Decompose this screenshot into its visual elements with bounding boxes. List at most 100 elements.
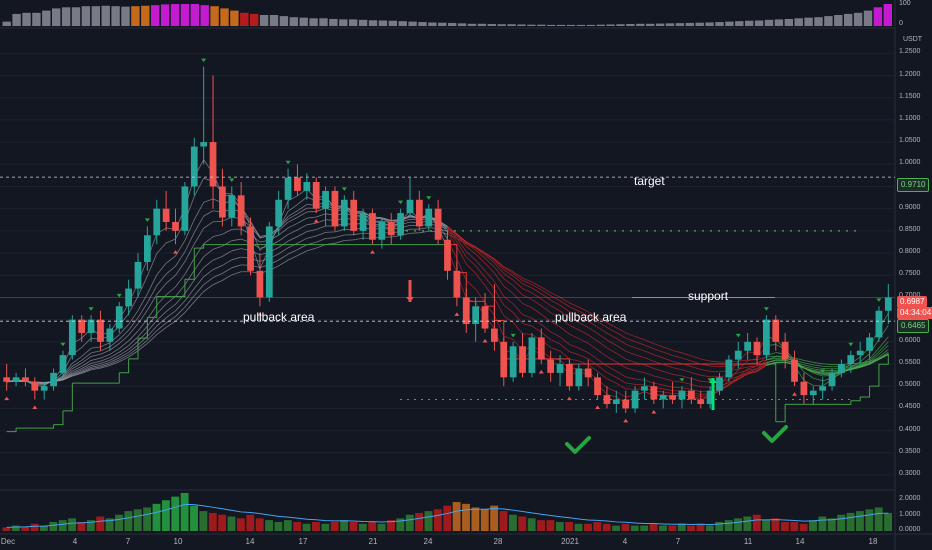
ma-ribbon-segment <box>287 213 298 220</box>
ma-ribbon-segment <box>119 354 129 361</box>
buy-setup-marker <box>173 250 179 254</box>
trailing-stop-line <box>109 372 120 384</box>
top-indicator-bar <box>279 16 289 26</box>
sell-setup-marker <box>341 187 347 191</box>
ma-ribbon-segment <box>756 356 767 361</box>
top-indicator-bar <box>230 10 239 26</box>
ma-ribbon-segment <box>118 334 129 344</box>
ma-ribbon-segment <box>212 273 223 279</box>
buy-setup-marker <box>369 250 375 254</box>
top-indicator-bar <box>715 22 724 26</box>
ma-ribbon-segment <box>813 377 823 382</box>
ma-ribbon-segment <box>62 366 73 378</box>
candle-body <box>847 355 855 365</box>
ma-ribbon-segment <box>531 307 542 315</box>
trailing-stop-line <box>62 383 73 412</box>
top-indicator-bar <box>32 12 41 26</box>
ma-ribbon-segment <box>137 293 148 311</box>
ma-ribbon-segment <box>91 360 101 364</box>
candle-body <box>828 372 836 387</box>
ma-ribbon-segment <box>597 349 608 357</box>
ma-ribbon-segment <box>156 242 167 254</box>
ma-ribbon-segment <box>606 322 617 328</box>
volume-bar <box>377 523 386 531</box>
sell-setup-marker <box>679 378 685 382</box>
trailing-stop-line <box>147 296 158 318</box>
ma-ribbon-segment <box>756 363 767 370</box>
ma-ribbon-segment <box>62 375 73 381</box>
support-label: support <box>688 289 729 303</box>
volume-bar <box>424 511 433 531</box>
ma-ribbon-segment <box>306 235 317 239</box>
candle-body <box>631 390 639 409</box>
volume-bar <box>255 518 264 531</box>
volume-bar <box>518 516 527 531</box>
ma-ribbon-segment <box>62 370 73 379</box>
volume-bar <box>780 521 789 531</box>
ma-ribbon-segment <box>297 217 308 224</box>
target-label: target <box>634 174 665 188</box>
volume-bar <box>696 523 705 531</box>
ma-ribbon-segment <box>484 285 495 299</box>
volume-bar <box>21 526 30 531</box>
ma-ribbon-segment <box>231 256 242 261</box>
ma-ribbon-segment <box>512 322 523 334</box>
ma-ribbon-segment <box>81 363 92 369</box>
volume-bar <box>771 518 780 531</box>
ma-ribbon-segment <box>278 221 289 231</box>
ma-ribbon-segment <box>344 239 354 241</box>
ma-ribbon-segment <box>297 196 308 205</box>
ma-ribbon-segment <box>587 311 598 318</box>
top-indicator-bar <box>388 20 397 26</box>
ma-ribbon-segment <box>813 364 823 367</box>
trailing-stop-line <box>53 410 64 426</box>
candle-body <box>331 190 339 227</box>
ma-ribbon-segment <box>287 204 298 212</box>
sell-setup-marker <box>285 160 291 165</box>
top-indicator-bar <box>398 21 407 26</box>
ma-ribbon-segment <box>156 273 167 286</box>
ma-ribbon-segment <box>587 343 598 351</box>
ma-ribbon-segment <box>222 259 232 266</box>
candle-body <box>791 359 798 382</box>
ma-ribbon-segment <box>531 281 542 288</box>
ma-ribbon-segment <box>91 367 101 371</box>
y-tick-label: 1.0500 <box>899 137 921 145</box>
ma-ribbon-segment <box>616 345 626 352</box>
ma-ribbon-segment <box>137 275 148 297</box>
ma-ribbon-segment <box>550 339 561 345</box>
top-indicator-bar <box>774 19 784 26</box>
ma-ribbon-segment <box>700 374 711 378</box>
ma-ribbon-segment <box>606 332 617 339</box>
ma-ribbon-segment <box>212 245 223 250</box>
ma-ribbon-segment <box>803 366 814 370</box>
ma-ribbon-segment <box>297 237 308 244</box>
top-indicator-bar <box>547 24 556 26</box>
candle-body <box>659 395 667 400</box>
target-price-tag: 0.9710 <box>897 178 930 192</box>
ma-ribbon-segment <box>175 251 186 267</box>
volume-bar <box>218 514 227 531</box>
ma-ribbon-segment <box>334 240 345 244</box>
volume-bar <box>452 502 461 531</box>
ma-ribbon-segment <box>625 358 636 363</box>
candle-body <box>181 186 189 231</box>
ma-ribbon-segment <box>91 366 101 370</box>
ma-ribbon-segment <box>766 360 776 363</box>
ma-ribbon-segment <box>634 354 645 358</box>
volume-bar <box>312 521 320 531</box>
ma-ribbon-segment <box>184 301 195 313</box>
ma-ribbon-segment <box>447 226 458 235</box>
sell-setup-marker <box>707 378 713 382</box>
top-indicator-bar <box>319 18 328 26</box>
ma-ribbon-segment <box>616 327 626 334</box>
ma-ribbon-segment <box>494 288 505 306</box>
ma-ribbon-segment <box>738 366 748 370</box>
ma-ribbon-segment <box>287 236 298 242</box>
candle-body <box>359 213 367 231</box>
ma-ribbon-segment <box>156 322 167 332</box>
ma-ribbon-segment <box>475 265 486 278</box>
candle-body <box>809 390 817 396</box>
ma-ribbon-segment <box>512 285 523 296</box>
